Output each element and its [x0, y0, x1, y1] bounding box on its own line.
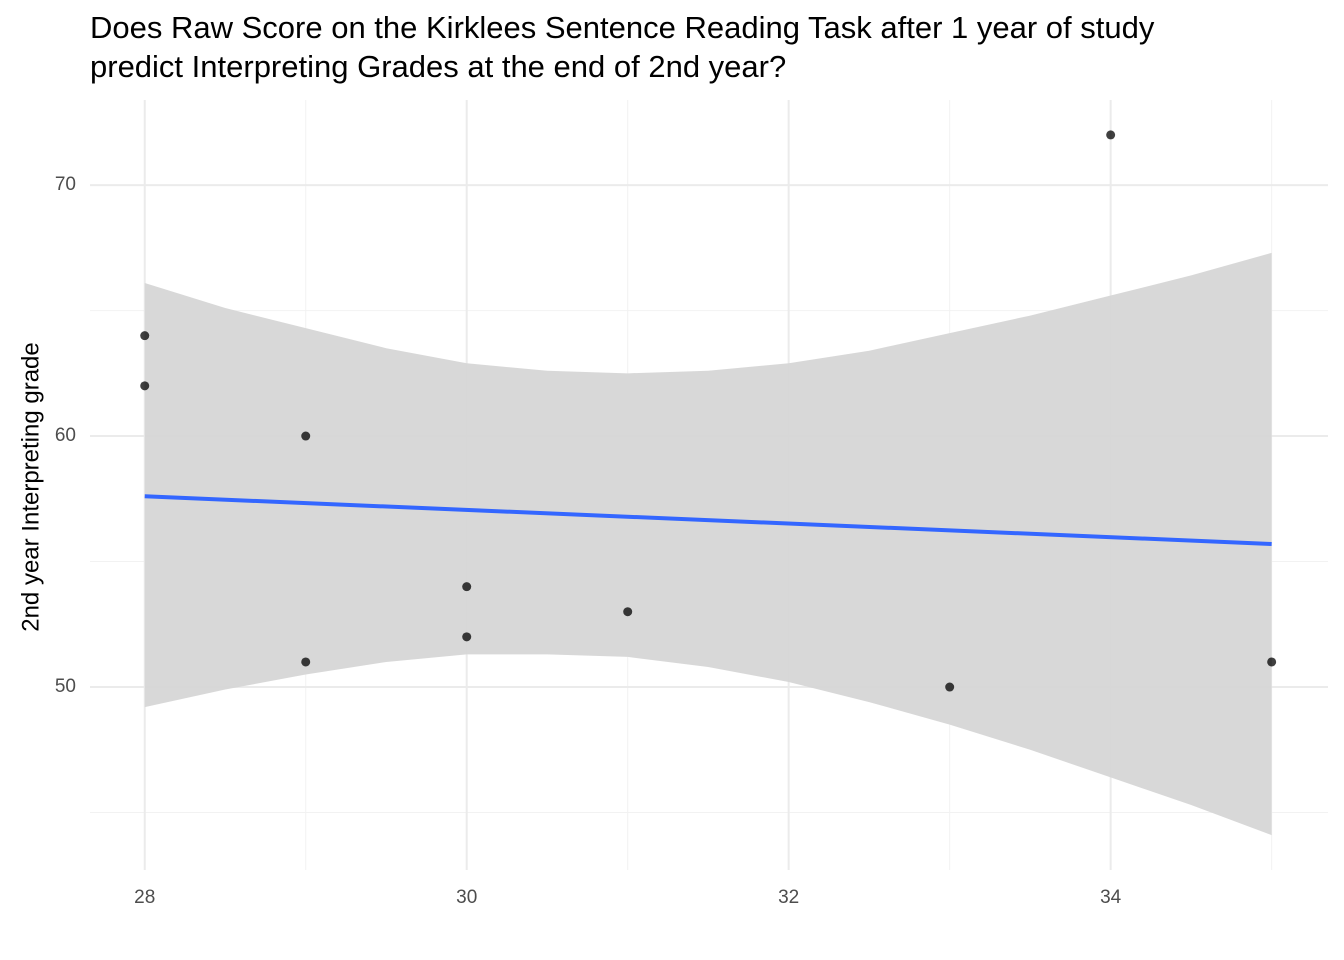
x-tick-label: 32 [778, 887, 799, 908]
point [462, 632, 472, 642]
y-tick-label: 60 [55, 425, 76, 446]
x-tick-label: 28 [134, 887, 155, 908]
point [140, 331, 150, 341]
point [462, 582, 472, 592]
chart-title: predict Interpreting Grades at the end o… [90, 49, 786, 84]
point [1267, 657, 1277, 667]
confidence-band [144, 252, 1272, 836]
point [623, 607, 633, 617]
point [945, 682, 955, 692]
chart-title: Does Raw Score on the Kirklees Sentence … [90, 10, 1155, 45]
point [140, 381, 150, 391]
point [301, 657, 311, 667]
y-axis-label: 2nd year Interpreting grade [17, 342, 44, 632]
y-tick-label: 50 [55, 676, 76, 697]
fit-line [144, 494, 1272, 546]
x-tick-label: 30 [456, 887, 477, 908]
point [301, 431, 311, 441]
y-tick-label: 70 [55, 174, 76, 195]
point [1106, 130, 1116, 140]
x-tick-label: 34 [1100, 887, 1122, 908]
